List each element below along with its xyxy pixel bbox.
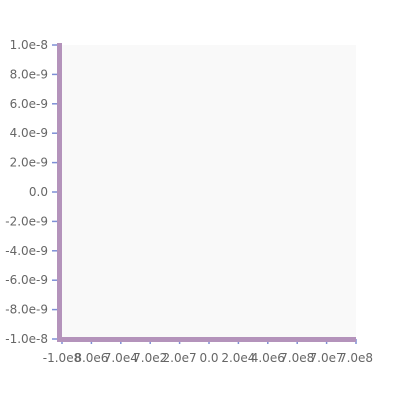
- x-tick-label: 7.0e7: [310, 351, 344, 365]
- y-tick-label: -8.0e-9: [5, 303, 48, 317]
- y-tick-label: -6.0e-9: [5, 273, 48, 287]
- y-tick-label: 6.0e-9: [10, 97, 48, 111]
- plot-area: [62, 45, 356, 339]
- y-tick-label: 0.0: [29, 185, 48, 199]
- x-tick-label: 7.0e8: [280, 351, 314, 365]
- y-tick-label: 2.0e-9: [10, 156, 48, 170]
- y-tick-label: 8.0e-9: [10, 67, 48, 81]
- x-tick-label: 2.0e7: [163, 351, 197, 365]
- x-axis-line: [60, 337, 356, 342]
- x-tick-label: 7.0e8: [339, 351, 373, 365]
- y-tick-label: -1.0e-8: [5, 332, 48, 346]
- y-tick-label: 1.0e-8: [10, 38, 48, 52]
- x-tick-label: 2.0e4: [221, 351, 255, 365]
- y-tick-label: -2.0e-9: [5, 214, 48, 228]
- y-axis-tick-labels: 1.0e-8 8.0e-9 6.0e-9 4.0e-9 2.0e-9 0.0 -2.0e-9…: [5, 38, 48, 346]
- y-tick-label: -4.0e-9: [5, 244, 48, 258]
- y-axis-ticks: [52, 44, 57, 340]
- x-tick-label: 7.0e4: [104, 351, 138, 365]
- x-tick-label: 4.0e6: [251, 351, 285, 365]
- x-tick-label: 0.0: [199, 351, 218, 365]
- x-tick-label: 8.0e6: [74, 351, 108, 365]
- x-tick-label: -1.0e8: [43, 351, 81, 365]
- x-tick-label: 7.0e2: [133, 351, 167, 365]
- y-tick-label: 4.0e-9: [10, 126, 48, 140]
- y-axis-line: [57, 43, 62, 342]
